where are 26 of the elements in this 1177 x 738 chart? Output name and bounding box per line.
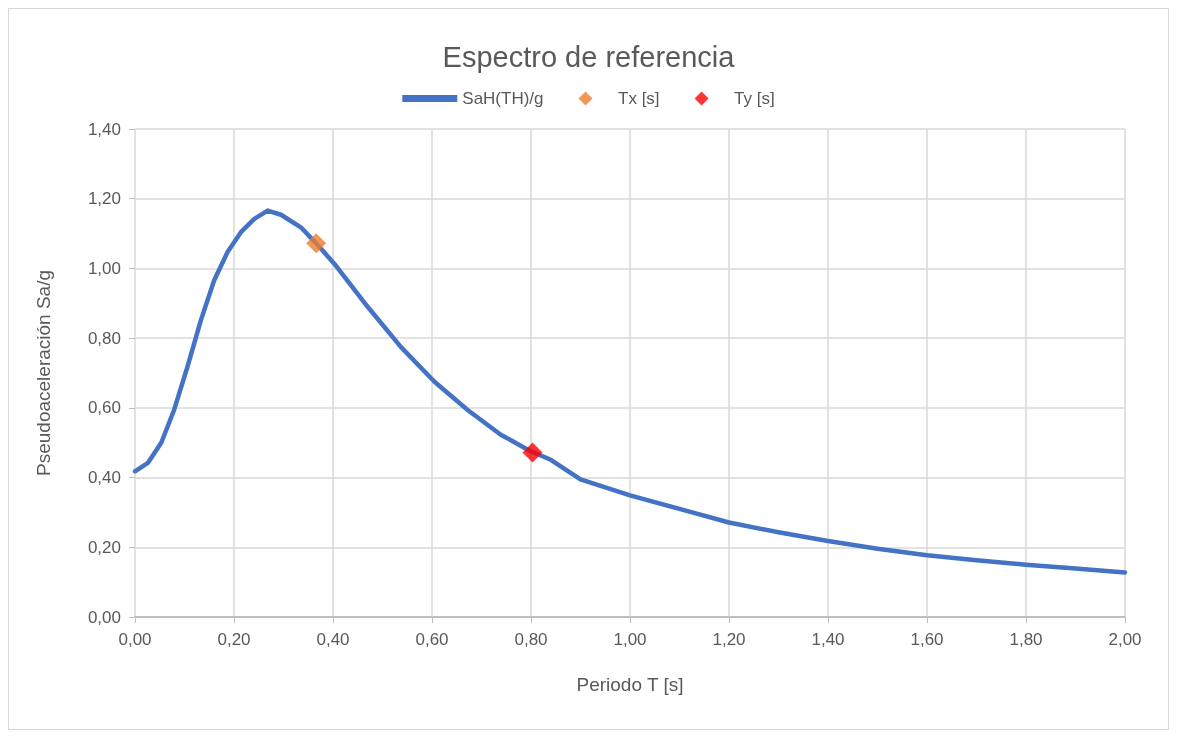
x-axis-title: Periodo T [s]: [576, 674, 684, 695]
x-tick-label: 0,60: [415, 630, 449, 649]
y-tick-label: 0,40: [87, 468, 121, 488]
x-tick-label: 2,00: [1108, 630, 1142, 649]
x-tick-label: 0,20: [217, 630, 251, 649]
y-tick-label: 0,00: [87, 607, 121, 627]
legend-label: Ty [s]: [734, 89, 775, 108]
y-tick-label: 0,60: [87, 398, 121, 418]
legend-label: Tx [s]: [618, 89, 660, 108]
legend-label: SaH(TH)/g: [462, 89, 544, 108]
x-tick-label: 0,00: [118, 630, 152, 649]
x-tick-label: 1,00: [613, 630, 647, 649]
y-axis-title: Pseudoaceleración Sa/g: [33, 270, 54, 476]
line-series: [132, 208, 1128, 575]
x-tick-label: 0,40: [316, 630, 350, 649]
y-tick-label: 1,00: [87, 258, 121, 278]
y-tick-label: 1,20: [87, 189, 121, 209]
x-tick-label: 0,80: [514, 630, 548, 649]
y-tick-label: 0,20: [87, 537, 121, 557]
x-tick-label: 1,60: [910, 630, 944, 649]
chart-title: Espectro de referencia: [442, 40, 736, 73]
y-tick-label: 1,40: [87, 119, 121, 139]
y-tick-label: 0,80: [87, 328, 121, 348]
x-tick-label: 1,80: [1009, 630, 1043, 649]
x-tick-label: 1,40: [811, 630, 845, 649]
x-tick-label: 1,20: [712, 630, 746, 649]
